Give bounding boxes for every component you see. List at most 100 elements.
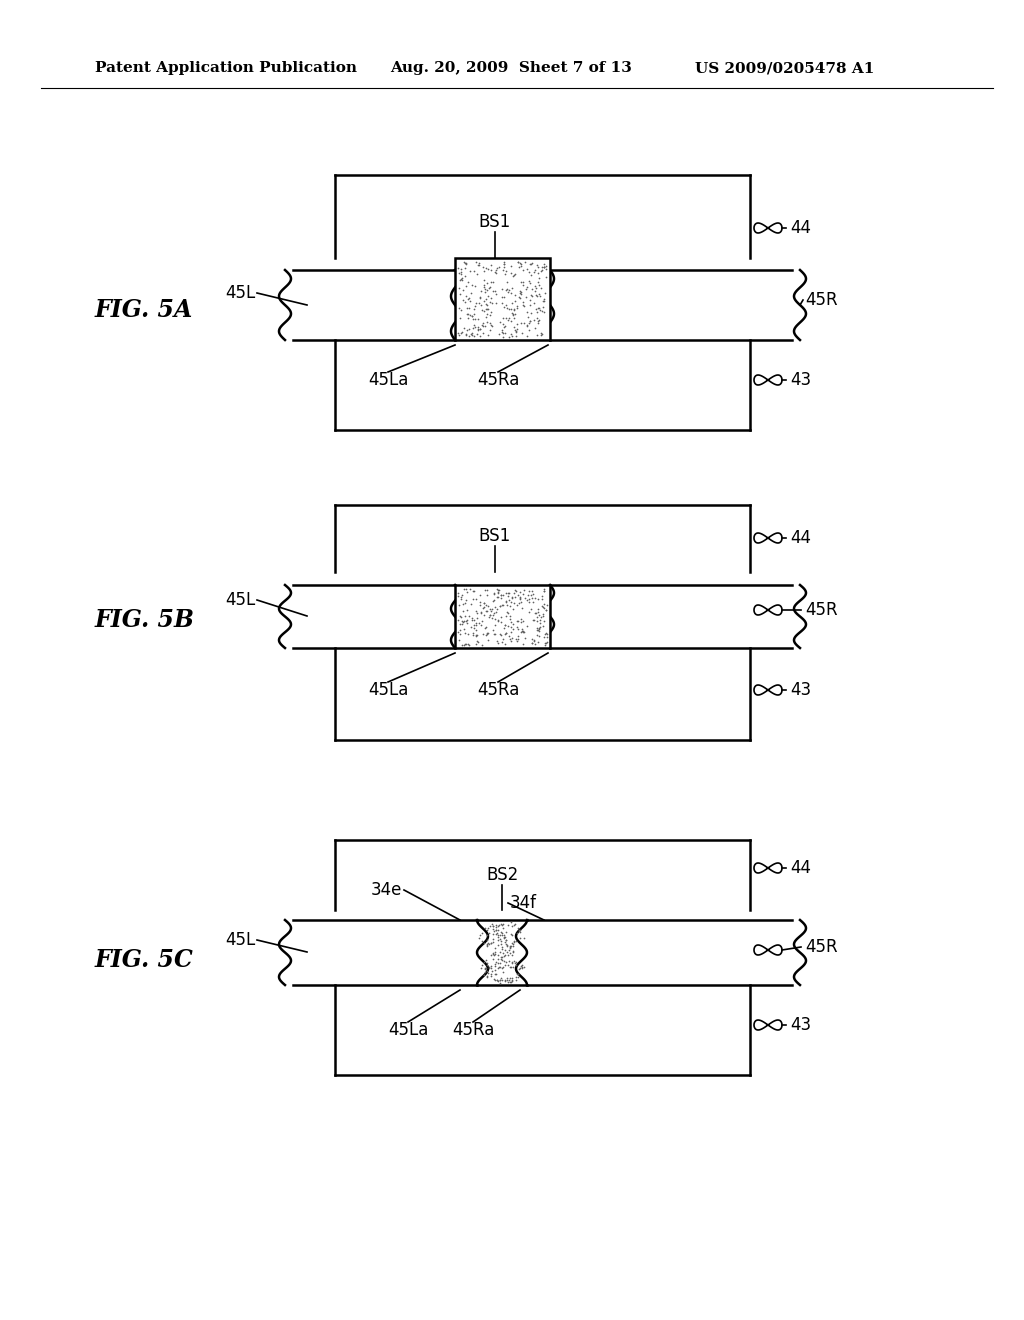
Point bbox=[477, 306, 494, 327]
Point bbox=[535, 297, 551, 318]
Point bbox=[518, 301, 535, 322]
Point bbox=[493, 585, 509, 606]
Point bbox=[535, 603, 551, 624]
Point bbox=[498, 606, 514, 627]
Point bbox=[497, 286, 513, 308]
Point bbox=[480, 958, 497, 979]
Point bbox=[479, 622, 496, 643]
Point bbox=[489, 927, 506, 948]
Point bbox=[530, 275, 547, 296]
Point bbox=[455, 612, 471, 634]
Point bbox=[460, 272, 476, 293]
Point bbox=[529, 619, 546, 640]
Point bbox=[507, 304, 523, 325]
Point bbox=[468, 624, 484, 645]
Point bbox=[460, 304, 476, 325]
Point bbox=[475, 593, 492, 614]
Point bbox=[505, 941, 521, 962]
Point bbox=[476, 279, 493, 300]
Point bbox=[508, 969, 524, 990]
Point bbox=[519, 315, 536, 337]
Point bbox=[499, 582, 515, 603]
Point bbox=[530, 618, 547, 639]
Point bbox=[486, 937, 503, 958]
Point bbox=[521, 319, 538, 341]
Point bbox=[500, 944, 516, 965]
Point bbox=[458, 323, 474, 345]
Point bbox=[496, 297, 512, 318]
Point bbox=[489, 935, 506, 956]
Point bbox=[465, 317, 481, 338]
Point bbox=[522, 253, 539, 275]
Point bbox=[479, 933, 496, 954]
Point bbox=[453, 261, 469, 282]
Point bbox=[453, 586, 469, 607]
Point bbox=[503, 935, 519, 956]
Point bbox=[496, 618, 512, 639]
Point bbox=[451, 582, 467, 603]
Point bbox=[513, 256, 529, 277]
Point bbox=[511, 582, 527, 603]
Point bbox=[513, 622, 529, 643]
Point bbox=[478, 579, 495, 601]
Point bbox=[475, 322, 492, 343]
Point bbox=[500, 586, 516, 607]
Point bbox=[472, 615, 488, 636]
Point bbox=[516, 622, 532, 643]
Point bbox=[457, 634, 473, 655]
Point bbox=[511, 958, 527, 979]
Point bbox=[510, 626, 526, 647]
Point bbox=[514, 957, 530, 978]
Point bbox=[526, 634, 543, 655]
Point bbox=[526, 318, 543, 339]
Point bbox=[527, 285, 544, 306]
Point bbox=[487, 292, 504, 313]
Point bbox=[538, 267, 554, 288]
Point bbox=[484, 605, 501, 626]
Point bbox=[512, 611, 528, 632]
Point bbox=[453, 264, 469, 285]
Point bbox=[479, 962, 496, 983]
Point bbox=[523, 285, 540, 306]
Point bbox=[474, 634, 490, 655]
Point bbox=[503, 282, 519, 304]
Point bbox=[490, 929, 507, 950]
Point bbox=[501, 950, 517, 972]
Point bbox=[479, 954, 496, 975]
Point bbox=[502, 595, 518, 616]
Point bbox=[482, 601, 499, 622]
Point bbox=[486, 969, 503, 990]
Point bbox=[499, 602, 515, 623]
Point bbox=[530, 605, 547, 626]
Point bbox=[501, 940, 517, 961]
Point bbox=[499, 933, 515, 954]
Point bbox=[525, 309, 542, 330]
Point bbox=[523, 628, 540, 649]
Point bbox=[535, 615, 551, 636]
Point bbox=[531, 610, 548, 631]
Point bbox=[526, 631, 543, 652]
Point bbox=[490, 609, 507, 630]
Point bbox=[458, 253, 474, 275]
Point bbox=[478, 304, 495, 325]
Point bbox=[490, 916, 507, 937]
Point bbox=[500, 941, 516, 962]
Point bbox=[529, 310, 546, 331]
Point bbox=[471, 252, 487, 273]
Point bbox=[529, 285, 546, 306]
Point bbox=[502, 968, 518, 989]
Point bbox=[505, 304, 521, 325]
Point bbox=[455, 594, 471, 615]
Point bbox=[498, 260, 514, 281]
Point bbox=[460, 288, 476, 309]
Text: 43: 43 bbox=[790, 681, 811, 700]
Point bbox=[508, 321, 524, 342]
Point bbox=[515, 610, 531, 631]
Text: 45L: 45L bbox=[224, 591, 255, 609]
Point bbox=[466, 276, 482, 297]
Point bbox=[489, 582, 506, 603]
Point bbox=[495, 308, 511, 329]
Point bbox=[490, 579, 507, 601]
Point bbox=[452, 269, 468, 290]
Point bbox=[516, 628, 532, 649]
